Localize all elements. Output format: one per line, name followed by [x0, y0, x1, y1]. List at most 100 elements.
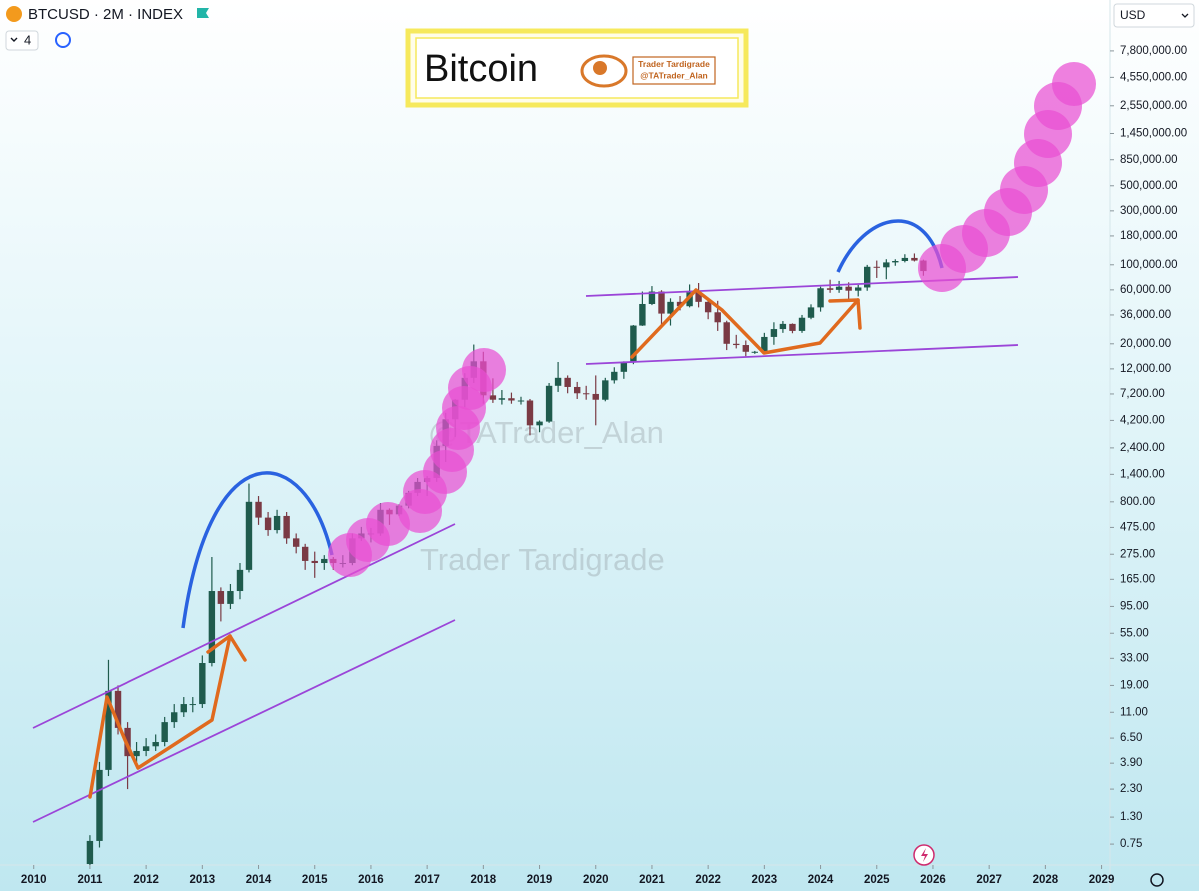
candle-body	[292, 538, 300, 547]
y-tick-label: 20,000.00	[1120, 338, 1171, 350]
chevron	[10, 37, 18, 42]
candle-body	[779, 323, 787, 330]
candle-body	[161, 722, 168, 743]
candle-body	[770, 329, 778, 337]
bubble	[462, 348, 506, 392]
candle-body	[489, 395, 497, 400]
y-tick-label: 4,200.00	[1120, 414, 1165, 426]
x-tick-label: 2016	[358, 874, 384, 886]
candle-body	[592, 393, 599, 400]
arrow-head	[206, 634, 247, 662]
y-tick-label: 4,550,000.00	[1120, 71, 1187, 83]
x-tick-label: 2023	[752, 874, 778, 886]
x-tick-label: 2017	[414, 874, 440, 886]
arrows	[88, 288, 862, 799]
candle-body	[255, 501, 262, 518]
y-tick-label: 165.00	[1120, 573, 1155, 585]
candle-body	[704, 301, 712, 313]
y-tick-label: 7,800,000.00	[1120, 45, 1187, 57]
drawings	[32, 62, 1096, 823]
x-tick-label: 2024	[808, 874, 834, 886]
watermark: Trader Tardigrade	[420, 542, 665, 577]
arc	[181, 471, 334, 629]
candle-body	[845, 286, 852, 291]
candle-body	[180, 704, 187, 713]
candle-body	[321, 558, 328, 564]
y-tick-label: 1.30	[1120, 811, 1142, 823]
x-tick-label: 2029	[1089, 874, 1115, 886]
x-tick-label: 2012	[133, 874, 159, 886]
y-tick-label: 33.00	[1120, 652, 1149, 664]
currency[interactable]: USD	[1120, 8, 1146, 22]
candle-body	[245, 501, 253, 570]
candle-body	[602, 380, 609, 400]
candle-body	[676, 301, 684, 307]
y-tick-label: 19.00	[1120, 679, 1149, 691]
x-tick-label: 2018	[471, 874, 497, 886]
path-arrow	[630, 288, 860, 359]
y-tick-label: 475.00	[1120, 521, 1155, 533]
y-tick-label: 800.00	[1120, 496, 1155, 508]
y-tick-label: 180,000.00	[1120, 230, 1178, 242]
y-tick-label: 275.00	[1120, 548, 1155, 560]
x-tick-label: 2013	[190, 874, 216, 886]
candle-body	[517, 400, 525, 402]
candle-body	[826, 288, 834, 290]
candle-body	[911, 257, 918, 261]
candle-body	[133, 750, 140, 757]
banner-title: Bitcoin	[424, 48, 538, 90]
candle-body	[86, 840, 94, 865]
interval-count[interactable]: 4	[24, 32, 31, 47]
candle-body	[498, 398, 506, 400]
symbol[interactable]: BTCUSD · 2M · INDEX	[28, 6, 183, 23]
candle-body	[789, 323, 796, 331]
y-tick-label: 7,200.00	[1120, 388, 1165, 400]
candle-body	[742, 345, 750, 352]
x-tick-label: 2026	[920, 874, 946, 886]
candle-body	[630, 325, 637, 363]
candle-body	[301, 546, 309, 561]
x-tick-label: 2019	[527, 874, 553, 886]
candle-body	[283, 515, 290, 539]
refresh-icon[interactable]	[55, 32, 71, 48]
candle-body	[807, 307, 815, 318]
channel-line	[32, 523, 456, 729]
candle-body	[554, 377, 562, 386]
candle-body	[582, 393, 590, 395]
candle-body	[835, 286, 843, 290]
candle-body	[714, 312, 721, 323]
x-tick-label: 2011	[77, 874, 103, 886]
y-tick-label: 100,000.00	[1120, 259, 1178, 271]
interval-box[interactable]	[5, 30, 39, 51]
y-tick-label: 1,400.00	[1120, 468, 1165, 480]
currency-box[interactable]	[1113, 3, 1195, 28]
candle-body	[695, 292, 702, 302]
candle-body	[648, 291, 656, 304]
logo	[580, 54, 628, 88]
flag-icon[interactable]	[197, 8, 209, 18]
candle-body	[751, 351, 758, 353]
candle-body	[574, 386, 581, 394]
x-tick-label: 2020	[583, 874, 609, 886]
y-tick-label: 36,000.00	[1120, 309, 1171, 321]
y-tick-label: 500,000.00	[1120, 180, 1178, 192]
candle-body	[817, 288, 824, 308]
candle-body	[901, 257, 909, 262]
y-tick-label: 3.90	[1120, 757, 1142, 769]
candle-body	[217, 591, 225, 604]
brand-box	[632, 56, 716, 85]
toolbar: BTCUSD · 2M · INDEX 4 USD	[5, 3, 1195, 887]
x-tick-label: 2014	[246, 874, 272, 886]
candle-body	[564, 377, 571, 387]
settings-icon[interactable]	[1150, 873, 1164, 887]
candle-body	[883, 262, 890, 268]
y-tick-label: 850,000.00	[1120, 154, 1178, 166]
candle-body	[686, 292, 693, 307]
arrow-head	[828, 298, 862, 330]
candle-body	[798, 317, 806, 331]
x-tick-label: 2027	[976, 874, 1002, 886]
channel-line	[32, 619, 456, 823]
candle-body	[733, 343, 740, 346]
bubble	[1052, 62, 1096, 106]
